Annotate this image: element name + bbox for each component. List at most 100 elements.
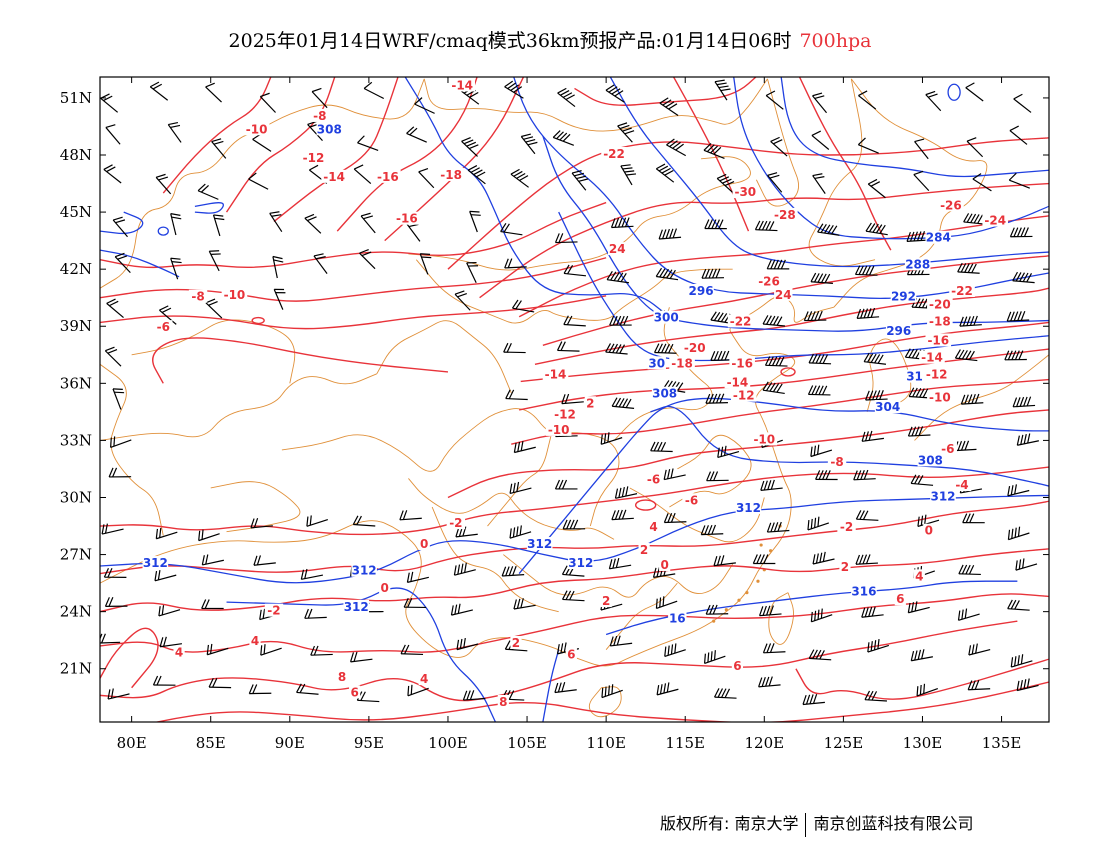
wind-barb <box>1009 125 1028 145</box>
wind-barb <box>296 683 319 695</box>
wind-barb <box>762 643 786 654</box>
height-label: 296 <box>886 324 911 338</box>
temperature-label-bg <box>446 516 466 530</box>
boundary-line <box>629 487 765 543</box>
temperature-label-bg <box>927 297 953 311</box>
wind-barb <box>104 346 122 367</box>
wind-barb <box>656 682 679 696</box>
temperature-label-bg <box>727 314 754 328</box>
temperature-contour <box>336 77 478 232</box>
wind-barb <box>352 515 376 527</box>
temperature-label-bg <box>310 108 330 122</box>
height-label: 16 <box>669 611 686 625</box>
lon-tick-label: 115E <box>665 734 705 752</box>
wind-barb <box>304 608 327 619</box>
wind-barb <box>810 608 833 623</box>
wind-barb <box>710 350 733 361</box>
temperature-label: -18 <box>440 168 462 182</box>
temperature-contour <box>520 321 1049 383</box>
wind-barb <box>701 268 724 279</box>
temperature-label: -16 <box>927 333 949 347</box>
wind-barb <box>714 79 731 101</box>
lon-tick-label: 125E <box>824 734 864 752</box>
wind-barb <box>907 426 931 437</box>
temperature-label-bg <box>938 198 964 212</box>
temperature-label: -2 <box>840 520 853 534</box>
wind-barb <box>107 688 130 700</box>
lon-tick-label: 95E <box>354 734 384 752</box>
wind-barb <box>664 643 686 657</box>
wind-barb <box>614 486 638 499</box>
wind-barb <box>260 644 282 656</box>
height-label-bg <box>890 289 917 303</box>
wind-barb <box>716 173 735 194</box>
temperature-label-bg <box>542 367 569 381</box>
temperature-label-bg <box>264 603 284 617</box>
boundary-line <box>755 78 799 207</box>
temperature-label-bg <box>774 287 793 301</box>
temperature-label-bg <box>949 284 975 297</box>
temperature-label-bg <box>927 390 953 404</box>
wind-barb <box>105 124 121 145</box>
wind-barb <box>356 691 380 703</box>
temperature-label-bg <box>601 147 627 161</box>
wind-barb <box>552 130 574 146</box>
wind-barb <box>170 213 182 236</box>
wind-barb <box>1007 526 1030 541</box>
wind-barb <box>403 597 427 609</box>
wind-barb <box>201 599 224 610</box>
wind-barb <box>766 259 790 270</box>
wind-barb <box>106 298 124 318</box>
height-label-bg <box>925 230 952 244</box>
wind-barb <box>1010 654 1033 668</box>
wind-barb <box>663 512 687 524</box>
wind-barb <box>450 603 473 616</box>
temperature-label-bg <box>927 314 953 328</box>
wind-barb <box>248 684 272 695</box>
height-label-bg <box>351 563 377 577</box>
boundary-line <box>808 78 876 267</box>
temperature-label: 6 <box>896 592 904 606</box>
wind-barb <box>400 644 424 656</box>
boundary-line <box>376 320 512 394</box>
temperature-label-bg <box>894 592 906 606</box>
height-label: 312 <box>352 564 377 578</box>
temperature-label: -26 <box>940 198 962 212</box>
boundary-line <box>768 592 794 645</box>
temperature-label-bg <box>839 559 851 573</box>
wind-barb <box>212 214 225 237</box>
temperature-label: 6 <box>350 685 358 699</box>
temperature-label: -18 <box>929 314 951 328</box>
temperature-label: 0 <box>420 537 428 551</box>
wind-barb <box>155 527 178 540</box>
wind-barb <box>620 164 637 186</box>
wind-barb <box>520 133 538 155</box>
wind-barb <box>754 220 778 232</box>
wind-barb <box>556 341 580 352</box>
lat-tick-label: 24N <box>60 603 92 621</box>
axes: 80E 85E 90E 95E 100E 105E 110E 115E 120E 125E 130E… <box>60 77 1049 752</box>
height-label-bg <box>851 584 877 598</box>
temperature-label: 24 <box>775 288 792 302</box>
lon-tick-label: 110E <box>586 734 626 752</box>
temperature-label: -14 <box>545 368 567 382</box>
wind-barb <box>513 441 536 454</box>
temperature-label: -10 <box>753 432 775 446</box>
temperature-label: -20 <box>929 297 951 311</box>
copyright: 版权所有: 南京大学 南京创蓝科技有限公司 <box>660 810 974 837</box>
temperature-label: -14 <box>323 170 345 184</box>
lon-tick-label: 105E <box>507 734 547 752</box>
wind-barb <box>363 81 385 100</box>
boundary-layer <box>100 78 1049 718</box>
wind-barb <box>972 173 992 192</box>
height-label-bg <box>316 122 343 136</box>
wind-barb <box>959 315 982 327</box>
temperature-label: -6 <box>647 472 660 486</box>
wind-barb <box>854 265 878 276</box>
height-label-bg <box>647 356 666 370</box>
wind-barb <box>406 126 427 143</box>
wind-barb <box>504 80 524 99</box>
height-label-bg <box>653 310 680 324</box>
wind-barb <box>310 645 333 656</box>
wind-barb <box>717 445 740 458</box>
